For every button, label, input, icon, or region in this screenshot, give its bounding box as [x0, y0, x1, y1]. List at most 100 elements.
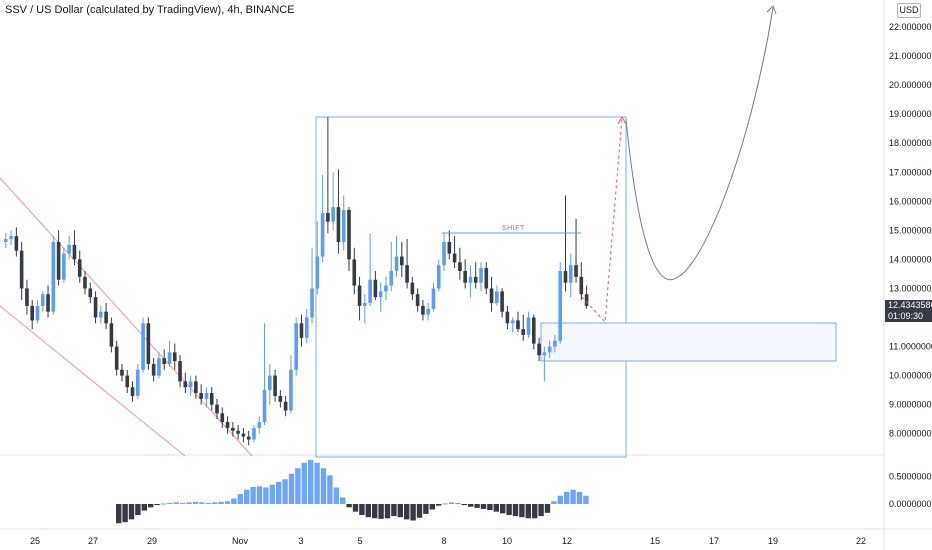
candle — [563, 195, 568, 292]
demand-zone-box — [540, 322, 837, 362]
candle — [120, 363, 124, 382]
oscillator-bar — [282, 479, 288, 504]
candle-body — [415, 294, 420, 306]
candle-body — [563, 271, 568, 283]
oscillator-bar — [576, 491, 583, 504]
candle — [431, 282, 436, 312]
candle-body — [320, 212, 325, 257]
oscillator-bar — [487, 504, 493, 511]
candle — [19, 241, 24, 301]
candle — [130, 381, 135, 402]
candles — [4, 117, 589, 446]
candle — [468, 265, 473, 298]
oscillator-axis[interactable]: 0.5000000 0.0000000 — [889, 472, 932, 510]
candle — [304, 308, 309, 344]
candle-body — [204, 393, 209, 399]
candle — [331, 172, 335, 231]
candle — [347, 207, 351, 272]
target-range-box — [315, 116, 627, 458]
candle — [246, 430, 251, 446]
oscillator-bar — [525, 504, 531, 519]
candle — [473, 262, 478, 289]
candle-body — [178, 361, 182, 382]
time-tick-label: 5 — [357, 536, 362, 546]
candle-body — [336, 207, 341, 242]
candle — [4, 233, 8, 248]
time-tick-label: 25 — [30, 536, 40, 546]
candle — [283, 395, 288, 417]
candle-body — [442, 241, 446, 266]
candle — [178, 355, 182, 388]
oscillator-bar — [448, 502, 455, 504]
candle-body — [347, 210, 351, 260]
candle-body — [283, 401, 288, 411]
candle — [479, 262, 483, 292]
oscillator-bar — [474, 504, 480, 508]
price-tick-label: 17.0000000 — [889, 167, 932, 177]
candle-body — [236, 430, 240, 434]
oscillator-bar — [551, 501, 557, 504]
oscillator-bar — [301, 462, 307, 504]
candle-body — [125, 375, 130, 388]
oscillator-bar — [237, 494, 243, 504]
candle — [278, 390, 283, 408]
candle-body — [67, 244, 71, 254]
candle — [526, 311, 531, 338]
candle — [77, 250, 82, 283]
oscillator-bar — [397, 504, 403, 518]
candle-body — [468, 276, 473, 283]
candle-body — [252, 427, 256, 440]
oscillator-bar — [231, 498, 237, 504]
time-tick-label: Nov — [232, 536, 249, 546]
candle-body — [357, 285, 362, 306]
currency-badge[interactable]: USD — [897, 3, 921, 18]
candle-body — [400, 256, 404, 266]
time-tick-label: 22 — [856, 536, 866, 546]
oscillator-bar — [141, 504, 147, 511]
candle — [547, 340, 552, 359]
candle — [463, 259, 467, 289]
price-tick-label: 19.0000000 — [889, 109, 932, 119]
oscillator-bar — [154, 504, 160, 506]
candle-body — [405, 265, 409, 283]
candle-body — [162, 358, 166, 364]
oscillator-bar — [288, 473, 295, 504]
candle-body — [352, 259, 357, 286]
candle-body — [516, 320, 520, 330]
candle — [30, 300, 34, 330]
price-tick-label: 15.0000000 — [889, 225, 932, 235]
oscillator-bar — [429, 504, 435, 510]
oscillator-bar — [391, 504, 397, 517]
price-tick-label: 20.0000000 — [889, 80, 932, 90]
candle-body — [40, 294, 45, 306]
candle — [510, 317, 515, 333]
candle-body — [304, 317, 309, 338]
oscillator-bar — [423, 504, 429, 514]
oscillator-bar — [173, 502, 179, 504]
candle-body — [526, 317, 531, 335]
countdown-timer: 01:09:30 — [888, 311, 924, 321]
candle — [141, 317, 145, 373]
price-tick-label: 13.0000000 — [889, 283, 932, 293]
candle-body — [77, 259, 82, 277]
oscillator-bar — [583, 495, 589, 504]
oscillator-bar — [500, 504, 506, 514]
candle — [363, 294, 367, 324]
candle — [151, 358, 156, 382]
price-tick-label: 22.0000000 — [889, 22, 932, 32]
candle — [72, 230, 77, 266]
oscillator-bar — [538, 504, 544, 517]
oscillator-bar — [218, 501, 224, 504]
oscillator-bar — [212, 502, 218, 504]
candle — [188, 375, 193, 396]
price-axis[interactable]: 22.0000000 21.0000000 20.0000000 19.0000000… — [889, 22, 932, 439]
candle — [299, 314, 304, 347]
time-axis[interactable]: 25 27 29 Nov 3 5 8 10 12 15 17 19 22 — [30, 536, 866, 546]
time-tick-label: 3 — [298, 536, 303, 546]
candle-body — [426, 308, 430, 315]
candle-body — [51, 241, 56, 312]
time-tick-label: 29 — [147, 536, 157, 546]
oscillator-bar — [346, 504, 352, 508]
